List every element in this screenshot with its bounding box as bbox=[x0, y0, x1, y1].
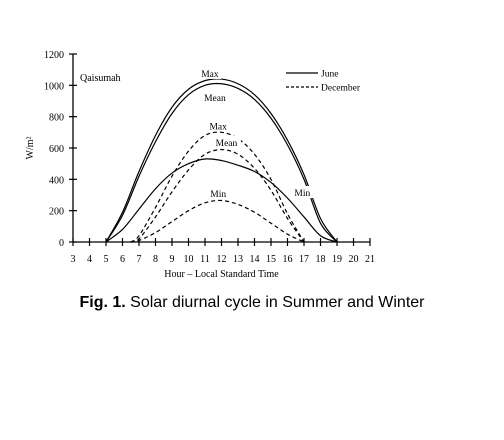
x-tick-label: 9 bbox=[170, 254, 175, 265]
x-tick-label: 8 bbox=[153, 254, 158, 265]
place-label: Qaisumah bbox=[80, 73, 121, 84]
y-tick-label: 0 bbox=[59, 238, 64, 249]
curve-annotation: Max bbox=[201, 70, 219, 80]
x-tick-label: 21 bbox=[365, 254, 375, 265]
x-tick-label: 19 bbox=[332, 254, 342, 265]
x-tick-label: 15 bbox=[266, 254, 276, 265]
x-tick-label: 3 bbox=[71, 254, 76, 265]
x-tick-label: 12 bbox=[217, 254, 227, 265]
x-tick-label: 6 bbox=[120, 254, 125, 265]
june-min-curve bbox=[105, 158, 338, 243]
x-tick-label: 14 bbox=[250, 254, 260, 265]
caption-text: Solar diurnal cycle in Summer and Winter bbox=[125, 294, 425, 311]
x-axis-label: Hour – Local Standard Time bbox=[164, 269, 279, 280]
x-tick-label: 4 bbox=[87, 254, 92, 265]
y-tick-label: 1000 bbox=[44, 81, 64, 92]
x-tick-label: 16 bbox=[283, 254, 293, 265]
solar-chart: 0 200 400 600 800 1000 1200 3 4 5 6 7 8 9 10 11 12 13 14 15… bbox=[25, 50, 375, 280]
annotation-bg bbox=[291, 186, 314, 198]
x-tick-label: 11 bbox=[200, 254, 210, 265]
annotation-bg bbox=[198, 66, 222, 79]
x-tick-label: 10 bbox=[184, 254, 194, 265]
y-tick-label: 1200 bbox=[44, 50, 64, 61]
chart-curves bbox=[105, 78, 338, 243]
figure-caption: Fig. 1. Solar diurnal cycle in Summer an… bbox=[0, 294, 504, 312]
curve-annotation: Max bbox=[209, 122, 227, 132]
curve-annotation: Min bbox=[210, 190, 226, 200]
december-max-curve bbox=[130, 131, 305, 243]
y-axis-label: W/m² bbox=[25, 137, 36, 160]
annotation-bg bbox=[212, 135, 241, 148]
caption-label: Fig. 1. bbox=[79, 294, 126, 311]
curve-annotation: Mean bbox=[204, 94, 226, 104]
y-tick-label: 600 bbox=[49, 144, 64, 155]
june-mean-curve bbox=[105, 82, 338, 243]
legend-label-december: December bbox=[321, 84, 361, 94]
x-tick-label: 5 bbox=[104, 254, 109, 265]
x-tick-label: 7 bbox=[137, 254, 142, 265]
december-min-curve bbox=[130, 199, 305, 243]
chart-legend: June December bbox=[286, 70, 361, 94]
annotation-bg bbox=[206, 186, 230, 199]
x-tick-label: 17 bbox=[299, 254, 309, 265]
chart-axes: 0 200 400 600 800 1000 1200 3 4 5 6 7 8 9 10 11 12 13 14 15… bbox=[25, 50, 375, 280]
annotation-bg bbox=[206, 119, 230, 132]
december-mean-curve bbox=[130, 148, 305, 243]
chart-labels: Qaisumah Max Mean Max Mean Min Min bbox=[80, 66, 314, 200]
legend-label-june: June bbox=[321, 70, 338, 80]
x-tick-label: 20 bbox=[349, 254, 359, 265]
y-tick-label: 200 bbox=[49, 207, 64, 218]
curve-annotation: Min bbox=[294, 189, 310, 199]
y-tick-label: 800 bbox=[49, 113, 64, 124]
june-max-curve bbox=[105, 78, 338, 243]
curve-annotation: Mean bbox=[216, 139, 238, 149]
x-tick-label: 18 bbox=[316, 254, 326, 265]
y-tick-label: 400 bbox=[49, 175, 64, 186]
annotation-bg bbox=[200, 91, 230, 104]
x-tick-label: 13 bbox=[233, 254, 243, 265]
